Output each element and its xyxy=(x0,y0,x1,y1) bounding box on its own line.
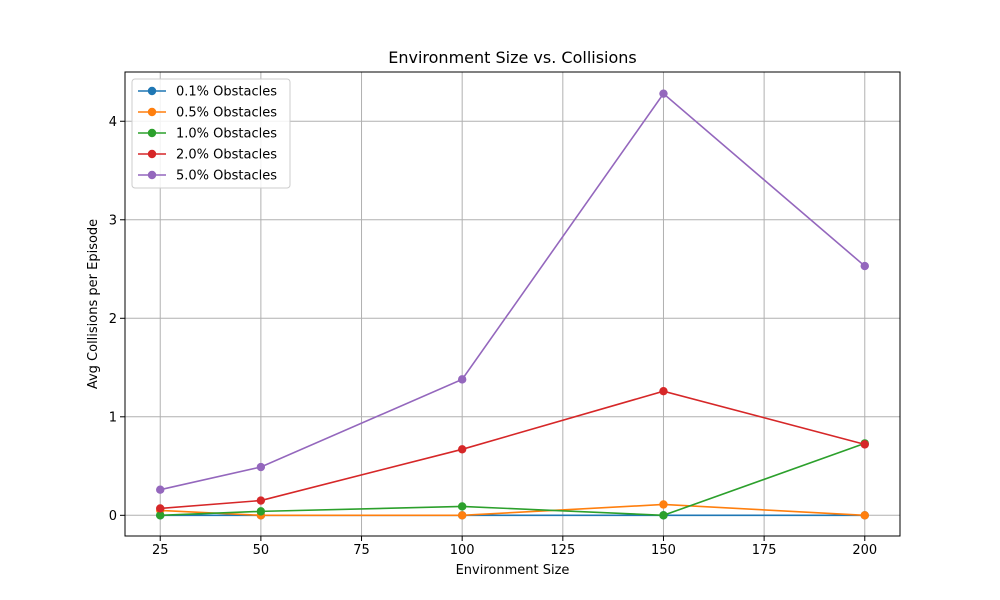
legend-marker xyxy=(147,86,157,96)
series-layer xyxy=(156,89,869,520)
legend-item: 0.1% Obstacles xyxy=(138,85,277,100)
legend-box xyxy=(131,78,291,189)
data-point xyxy=(156,485,165,494)
legend-item: 2.0% Obstacles xyxy=(138,148,277,163)
series-4 xyxy=(156,386,869,513)
data-point xyxy=(659,89,668,98)
legend-label: 0.5% Obstacles xyxy=(176,106,277,121)
legend-label: 5.0% Obstacles xyxy=(176,169,277,184)
x-tick-label: 100 xyxy=(450,543,475,558)
y-axis-label: Avg Collisions per Episode xyxy=(86,219,101,389)
data-point xyxy=(457,375,467,384)
x-axis: 25 50 75 100 125 150 175 200 xyxy=(152,536,877,558)
data-point xyxy=(860,511,869,520)
legend-item: 5.0% Obstacles xyxy=(138,169,277,184)
y-tick-label: 0 xyxy=(109,509,117,524)
y-tick-label: 4 xyxy=(109,115,117,130)
x-axis-label: Environment Size xyxy=(456,563,570,578)
data-point xyxy=(659,511,668,520)
data-point xyxy=(860,440,869,449)
x-tick-label: 50 xyxy=(253,543,270,558)
legend-item: 1.0% Obstacles xyxy=(138,127,277,142)
series-5 xyxy=(156,89,869,494)
x-tick-label: 150 xyxy=(651,543,676,558)
legend-item: 0.5% Obstacles xyxy=(138,106,277,121)
chart-title: Environment Size vs. Collisions xyxy=(388,48,637,67)
x-tick-label: 200 xyxy=(852,543,877,558)
x-tick-label: 175 xyxy=(752,543,777,558)
y-tick-label: 3 xyxy=(109,213,117,228)
data-point xyxy=(156,511,165,520)
x-tick-label: 75 xyxy=(353,543,370,558)
legend: 0.1% Obstacles 0.5% Obstacles 1.0% Obstacl… xyxy=(131,78,291,189)
data-point xyxy=(256,496,266,505)
legend-label: 2.0% Obstacles xyxy=(176,148,277,163)
plot-area-frame xyxy=(124,71,901,537)
data-point xyxy=(457,445,467,454)
data-point xyxy=(256,462,266,472)
legend-marker xyxy=(147,128,157,138)
data-point xyxy=(659,386,668,396)
data-point xyxy=(457,511,467,520)
y-tick-label: 1 xyxy=(109,410,117,425)
y-axis: 0 1 2 3 4 xyxy=(109,115,125,524)
data-point xyxy=(860,261,869,271)
y-tick-label: 2 xyxy=(109,312,117,327)
legend-marker xyxy=(147,149,157,159)
data-point xyxy=(256,507,266,516)
data-point xyxy=(457,502,467,511)
x-tick-label: 125 xyxy=(550,543,575,558)
legend-marker xyxy=(147,170,157,180)
legend-label: 0.1% Obstacles xyxy=(176,85,277,100)
legend-label: 1.0% Obstacles xyxy=(176,127,277,142)
x-tick-label: 25 xyxy=(152,543,169,558)
legend-marker xyxy=(147,107,157,117)
data-point xyxy=(659,500,668,509)
data-point xyxy=(156,504,165,513)
